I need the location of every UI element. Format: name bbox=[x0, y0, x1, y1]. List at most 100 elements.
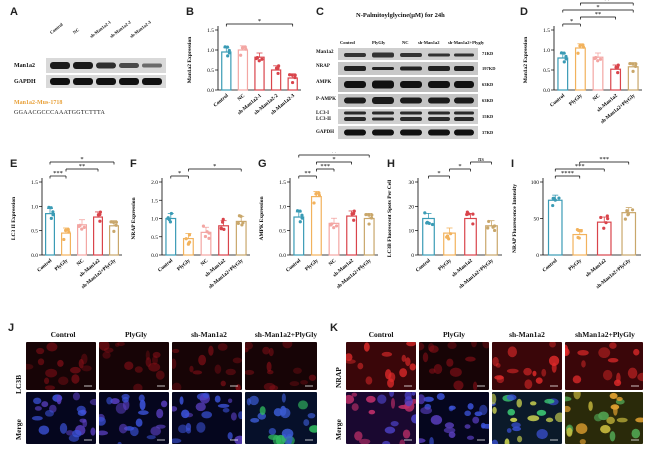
x-tick-label: PlyGly bbox=[437, 258, 453, 273]
k-image-shman-nrap bbox=[492, 342, 562, 390]
cell bbox=[89, 398, 96, 406]
y-tick-label: 1.5 bbox=[151, 198, 158, 204]
cell bbox=[234, 435, 242, 444]
data-point bbox=[63, 228, 68, 233]
cell bbox=[573, 392, 581, 400]
cell bbox=[34, 406, 42, 411]
data-point bbox=[604, 221, 608, 225]
cell bbox=[633, 348, 640, 356]
data-point bbox=[616, 65, 620, 69]
cell bbox=[419, 394, 426, 405]
cell bbox=[419, 342, 425, 351]
x-tick-label: NC bbox=[76, 258, 86, 268]
cell bbox=[122, 396, 129, 403]
data-point bbox=[82, 225, 86, 229]
data-point bbox=[239, 53, 243, 57]
cell bbox=[602, 369, 613, 381]
cell bbox=[419, 438, 426, 443]
j-row-merge: Merge bbox=[14, 419, 23, 440]
cell bbox=[600, 425, 611, 434]
cell bbox=[581, 360, 586, 368]
cell bbox=[609, 392, 618, 400]
cell bbox=[81, 365, 92, 372]
cell bbox=[479, 404, 488, 416]
data-point bbox=[551, 203, 555, 208]
cell bbox=[363, 342, 370, 352]
cell bbox=[404, 396, 413, 407]
cell bbox=[31, 415, 43, 421]
shrna-title: Man1a2-Mus-1718 bbox=[14, 100, 63, 106]
cell bbox=[405, 357, 411, 367]
data-point bbox=[49, 206, 53, 210]
cell bbox=[496, 375, 505, 384]
blot-c-row-lc3ii: LC3-II bbox=[316, 117, 332, 122]
data-point bbox=[332, 226, 336, 230]
cell bbox=[90, 427, 96, 436]
sig-label: **** bbox=[561, 170, 574, 177]
cell bbox=[433, 363, 443, 375]
y-axis-title: AMPK Expression bbox=[259, 196, 265, 240]
y-axis-title: NRAP Fluorescence Intensity bbox=[512, 184, 518, 253]
size-lc3: 15KD bbox=[482, 114, 494, 119]
y-tick-label: 0 bbox=[536, 253, 539, 259]
cell bbox=[309, 425, 317, 433]
sig-label: * bbox=[332, 156, 335, 163]
data-point bbox=[300, 213, 304, 217]
cell bbox=[130, 426, 139, 437]
cell bbox=[81, 353, 88, 365]
y-tick-label: 1.0 bbox=[207, 48, 214, 54]
y-tick-label: 100 bbox=[531, 180, 540, 186]
data-point bbox=[205, 230, 209, 234]
cell bbox=[66, 430, 74, 436]
x-tick-label: Control bbox=[36, 258, 53, 274]
cell bbox=[351, 403, 359, 411]
y-axis-title: Man1a2 Expression bbox=[523, 37, 529, 84]
k-row-merge: Merge bbox=[334, 419, 343, 440]
data-point bbox=[626, 213, 630, 217]
y-tick-label: 10 bbox=[409, 229, 415, 235]
blot-c-strip-lc3 bbox=[338, 109, 478, 124]
cell bbox=[616, 396, 623, 401]
panel-k: Control PlyGly sh-Man1a2 shMan1a2+PlyGly… bbox=[328, 320, 650, 450]
x-tick-label: PlyGly bbox=[54, 258, 70, 273]
sig-label: * bbox=[258, 18, 261, 25]
blot-bands-gapdh bbox=[50, 78, 162, 85]
x-tick-label: Control bbox=[415, 258, 432, 274]
k-image-plygly-merge bbox=[419, 392, 489, 444]
x-tick-label: NC bbox=[328, 258, 338, 268]
data-point bbox=[112, 229, 116, 233]
size-nrap: 197KD bbox=[482, 66, 496, 71]
data-point bbox=[207, 236, 211, 240]
data-point bbox=[226, 54, 230, 58]
cell bbox=[139, 399, 146, 411]
micrograph bbox=[26, 392, 96, 444]
cell bbox=[401, 354, 407, 362]
sig-label: *** bbox=[575, 163, 585, 170]
blot-c-title: N-Palmitoylglycine(μM) for 24h bbox=[356, 12, 445, 19]
cell bbox=[523, 367, 532, 376]
y-tick-label: 0.5 bbox=[279, 229, 286, 235]
data-point bbox=[577, 236, 581, 240]
y-tick-label: 0.0 bbox=[207, 88, 214, 94]
y-axis-title: LC3B Fluorescent Spots Per Cell bbox=[387, 179, 393, 257]
shrna-sequence: GGAACGCCCAAATGGTCTTTA bbox=[14, 110, 106, 116]
cell bbox=[507, 346, 518, 358]
sig-label: *** bbox=[599, 156, 609, 163]
cell bbox=[195, 402, 206, 412]
lane-c-shman-plygly: sh-Man1a2+Plygly bbox=[448, 40, 485, 45]
data-point bbox=[631, 62, 635, 66]
bar bbox=[44, 213, 55, 256]
data-point bbox=[244, 47, 248, 51]
cell bbox=[530, 401, 537, 406]
cell bbox=[44, 377, 50, 385]
x-tick-label: Control bbox=[549, 93, 566, 109]
j-image-shman-plygly-lc3b bbox=[245, 342, 317, 390]
size-pampk: 63KD bbox=[482, 98, 494, 103]
cell bbox=[512, 426, 522, 432]
cell bbox=[382, 440, 391, 444]
data-point bbox=[240, 46, 245, 50]
panel-label-h: H bbox=[387, 158, 395, 170]
cell bbox=[238, 411, 242, 420]
cell bbox=[453, 380, 464, 390]
data-point bbox=[564, 57, 568, 61]
